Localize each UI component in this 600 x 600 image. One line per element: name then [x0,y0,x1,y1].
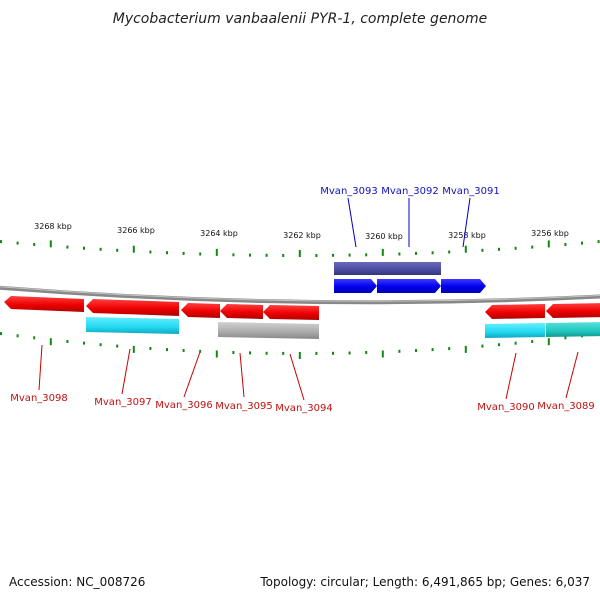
gene-arrow-mvan-3096[interactable] [181,303,220,318]
genome-backbone-highlight [0,286,600,302]
leader-line-mvan-3091 [462,197,471,248]
tick-label-3268: 3268 kbp [34,222,72,231]
gene-arrow-mvan-3090[interactable] [485,304,545,319]
gene-label-mvan-3098[interactable]: Mvan_3098 [10,393,67,404]
forward-gene-labels: Mvan_3093 Mvan_3092 Mvan_3091 [320,186,500,248]
leader-line-mvan-3096 [183,351,201,398]
gene-label-mvan-3091[interactable]: Mvan_3091 [442,186,499,197]
leader-line-mvan-3089 [565,351,579,399]
tick-marks-inner [0,332,600,359]
gene-arrow-mvan-3097[interactable] [86,299,179,316]
tick-label-3266: 3266 kbp [117,226,155,235]
feature-block-mvan-3097 [86,317,179,334]
gene-label-mvan-3090[interactable]: Mvan_3090 [477,402,534,413]
gene-label-mvan-3092[interactable]: Mvan_3092 [381,186,438,197]
leader-line-mvan-3097 [121,348,131,395]
feature-block-mvan-3090 [485,323,545,338]
leader-line-mvan-3094 [289,353,305,401]
forward-feature-track [334,262,441,275]
feature-block-mvan-3095-3094 [218,322,319,339]
gene-label-mvan-3089[interactable]: Mvan_3089 [537,401,594,412]
gene-label-mvan-3095[interactable]: Mvan_3095 [215,401,272,412]
feature-block-mvan-3092 [377,262,441,275]
reverse-gene-track [4,296,600,320]
reverse-gene-labels: Mvan_3098 Mvan_3097 Mvan_3096 Mvan_3095 … [10,344,595,414]
tick-label-3264: 3264 kbp [200,229,238,238]
gene-arrow-mvan-3091[interactable] [441,279,486,293]
reverse-feature-track [86,317,600,339]
genome-backbone [0,285,600,305]
tick-label-3256: 3256 kbp [531,229,569,238]
tick-label-3260: 3260 kbp [365,232,403,241]
tick-label-3258: 3258 kbp [448,231,486,240]
forward-gene-track [334,279,486,293]
tick-label-3262: 3262 kbp [283,231,321,240]
gene-arrow-mvan-3095[interactable] [220,304,263,319]
tick-labels: 3268 kbp 3266 kbp 3264 kbp 3262 kbp 3260… [34,222,569,241]
feature-block-mvan-3089 [546,322,600,337]
leader-line-mvan-3093 [347,197,357,248]
gene-label-mvan-3097[interactable]: Mvan_3097 [94,397,151,408]
gene-arrow-mvan-3093[interactable] [334,279,377,293]
genome-summary-text: Topology: circular; Length: 6,491,865 bp… [259,575,590,589]
gene-arrow-mvan-3089[interactable] [546,303,600,318]
gene-arrow-mvan-3092[interactable] [377,279,441,293]
gene-label-mvan-3094[interactable]: Mvan_3094 [275,403,332,414]
gene-label-mvan-3093[interactable]: Mvan_3093 [320,186,377,197]
accession-text: Accession: NC_008726 [9,575,145,589]
leader-line-mvan-3090 [505,352,517,400]
feature-block-mvan-3093 [334,262,377,275]
gene-arrow-mvan-3098[interactable] [4,296,84,312]
leader-line-mvan-3095 [239,352,245,398]
gene-arrow-mvan-3094[interactable] [263,305,319,320]
map-title: Mycobacterium vanbaalenii PYR-1, complet… [113,11,488,27]
tick-marks-outer [0,240,600,257]
gene-label-mvan-3096[interactable]: Mvan_3096 [155,400,212,411]
leader-line-mvan-3098 [38,344,43,391]
